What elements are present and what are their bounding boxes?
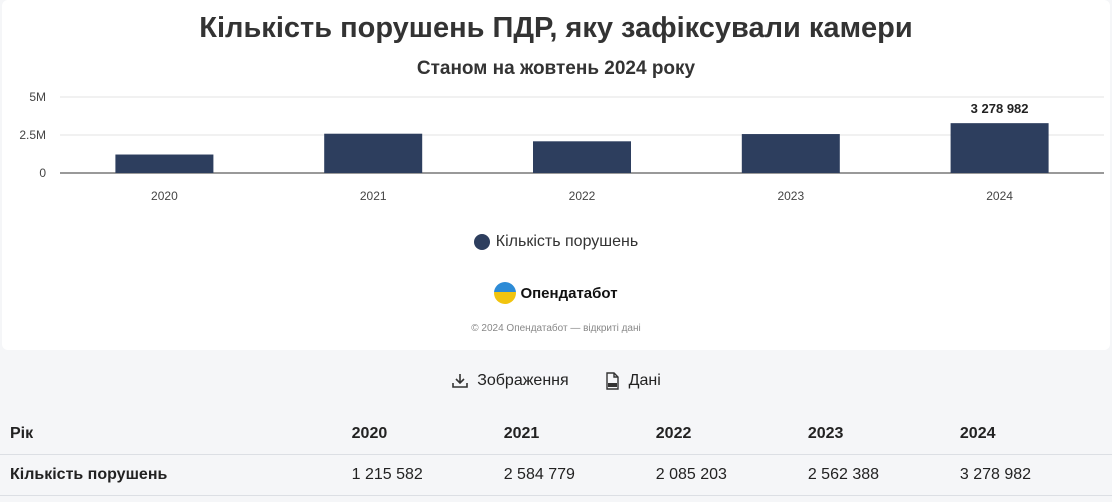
table-header-row: Рік 2020 2021 2022 2023 2024 (0, 414, 1112, 455)
chart-subtitle: Станом на жовтень 2024 року (416, 58, 696, 79)
csv-file-icon (605, 372, 619, 390)
table-cell: 3 278 982 (959, 454, 1112, 496)
table-header-year: Рік (0, 414, 352, 455)
table-header-cell: 2020 (351, 414, 504, 455)
y-tick-label: 0 (39, 166, 46, 180)
table-header-cell: 2023 (807, 414, 960, 455)
bar-2020 (115, 154, 214, 173)
y-tick-label: 2.5M (19, 128, 46, 142)
download-image-label: Зображення (477, 372, 569, 389)
bar-chart: 0 2.5M 5M 2020 2021 2022 2023 2024 3 278 982 (19, 90, 1104, 203)
data-label: 3 278 982 (971, 101, 1029, 116)
table-cell: 2 584 779 (503, 454, 656, 496)
bar-2022 (533, 141, 631, 173)
download-bar: Зображення Дані (0, 372, 1112, 390)
x-tick-label: 2020 (151, 189, 178, 203)
chart-title: Кількість порушень ПДР, яку зафіксували … (199, 12, 913, 44)
copyright-text: © 2024 Опендатабот — відкриті дані (471, 323, 641, 334)
table-cell: 1 215 582 (351, 454, 504, 496)
brand-name: Опендатабот (520, 284, 618, 302)
x-tick-label: 2023 (777, 189, 804, 203)
bar-2021 (324, 133, 423, 173)
table-row-label: Кількість порушень (0, 454, 352, 496)
legend-label: Кількість порушень (495, 233, 639, 250)
brand-logo: Опендатабот (2, 282, 1110, 304)
data-table: Рік 2020 2021 2022 2023 2024 Кількість п… (0, 414, 1112, 496)
y-tick-label: 5M (29, 90, 46, 104)
download-data-button[interactable]: Дані (603, 372, 661, 390)
table-header-cell: 2021 (503, 414, 656, 455)
table-row: Кількість порушень 1 215 582 2 584 779 2… (0, 454, 1112, 496)
x-tick-label: 2024 (986, 189, 1013, 203)
table-cell: 2 085 203 (655, 454, 808, 496)
chart-card: 0 2.5M 5M 2020 2021 2022 2023 2024 3 278 982 Кіл… (2, 0, 1110, 350)
bar-2024 (950, 123, 1049, 173)
download-data-label: Дані (628, 372, 661, 389)
x-tick-label: 2021 (360, 189, 387, 203)
table-header-cell: 2022 (655, 414, 808, 455)
download-icon (452, 374, 469, 388)
x-tick-label: 2022 (569, 189, 596, 203)
opendatabot-logo-icon (494, 282, 517, 304)
download-image-button[interactable]: Зображення (451, 372, 569, 390)
table-cell: 2 562 388 (807, 454, 960, 496)
table-header-cell: 2024 (959, 414, 1112, 455)
legend-swatch (473, 234, 490, 250)
chart-legend[interactable]: Кількість порушень (2, 233, 1110, 251)
bar-2023 (741, 134, 840, 173)
